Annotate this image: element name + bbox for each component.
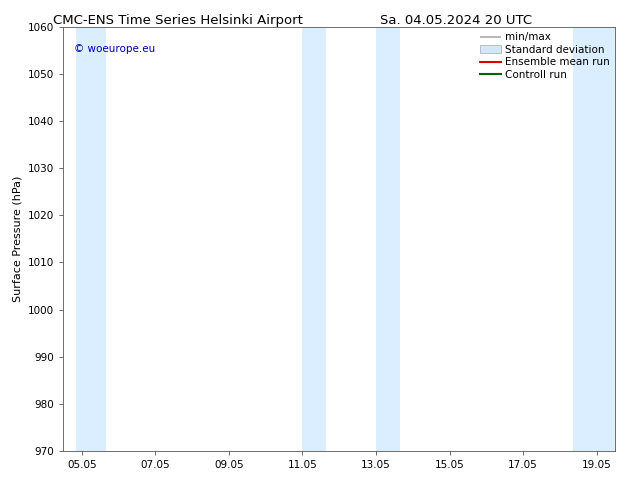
Bar bbox=[302, 27, 327, 451]
Bar bbox=[76, 27, 106, 451]
Bar bbox=[573, 27, 621, 451]
Text: CMC-ENS Time Series Helsinki Airport: CMC-ENS Time Series Helsinki Airport bbox=[53, 14, 302, 27]
Text: © woeurope.eu: © woeurope.eu bbox=[74, 44, 156, 54]
Y-axis label: Surface Pressure (hPa): Surface Pressure (hPa) bbox=[13, 176, 23, 302]
Legend: min/max, Standard deviation, Ensemble mean run, Controll run: min/max, Standard deviation, Ensemble me… bbox=[478, 30, 612, 82]
Bar bbox=[376, 27, 400, 451]
Text: Sa. 04.05.2024 20 UTC: Sa. 04.05.2024 20 UTC bbox=[380, 14, 533, 27]
